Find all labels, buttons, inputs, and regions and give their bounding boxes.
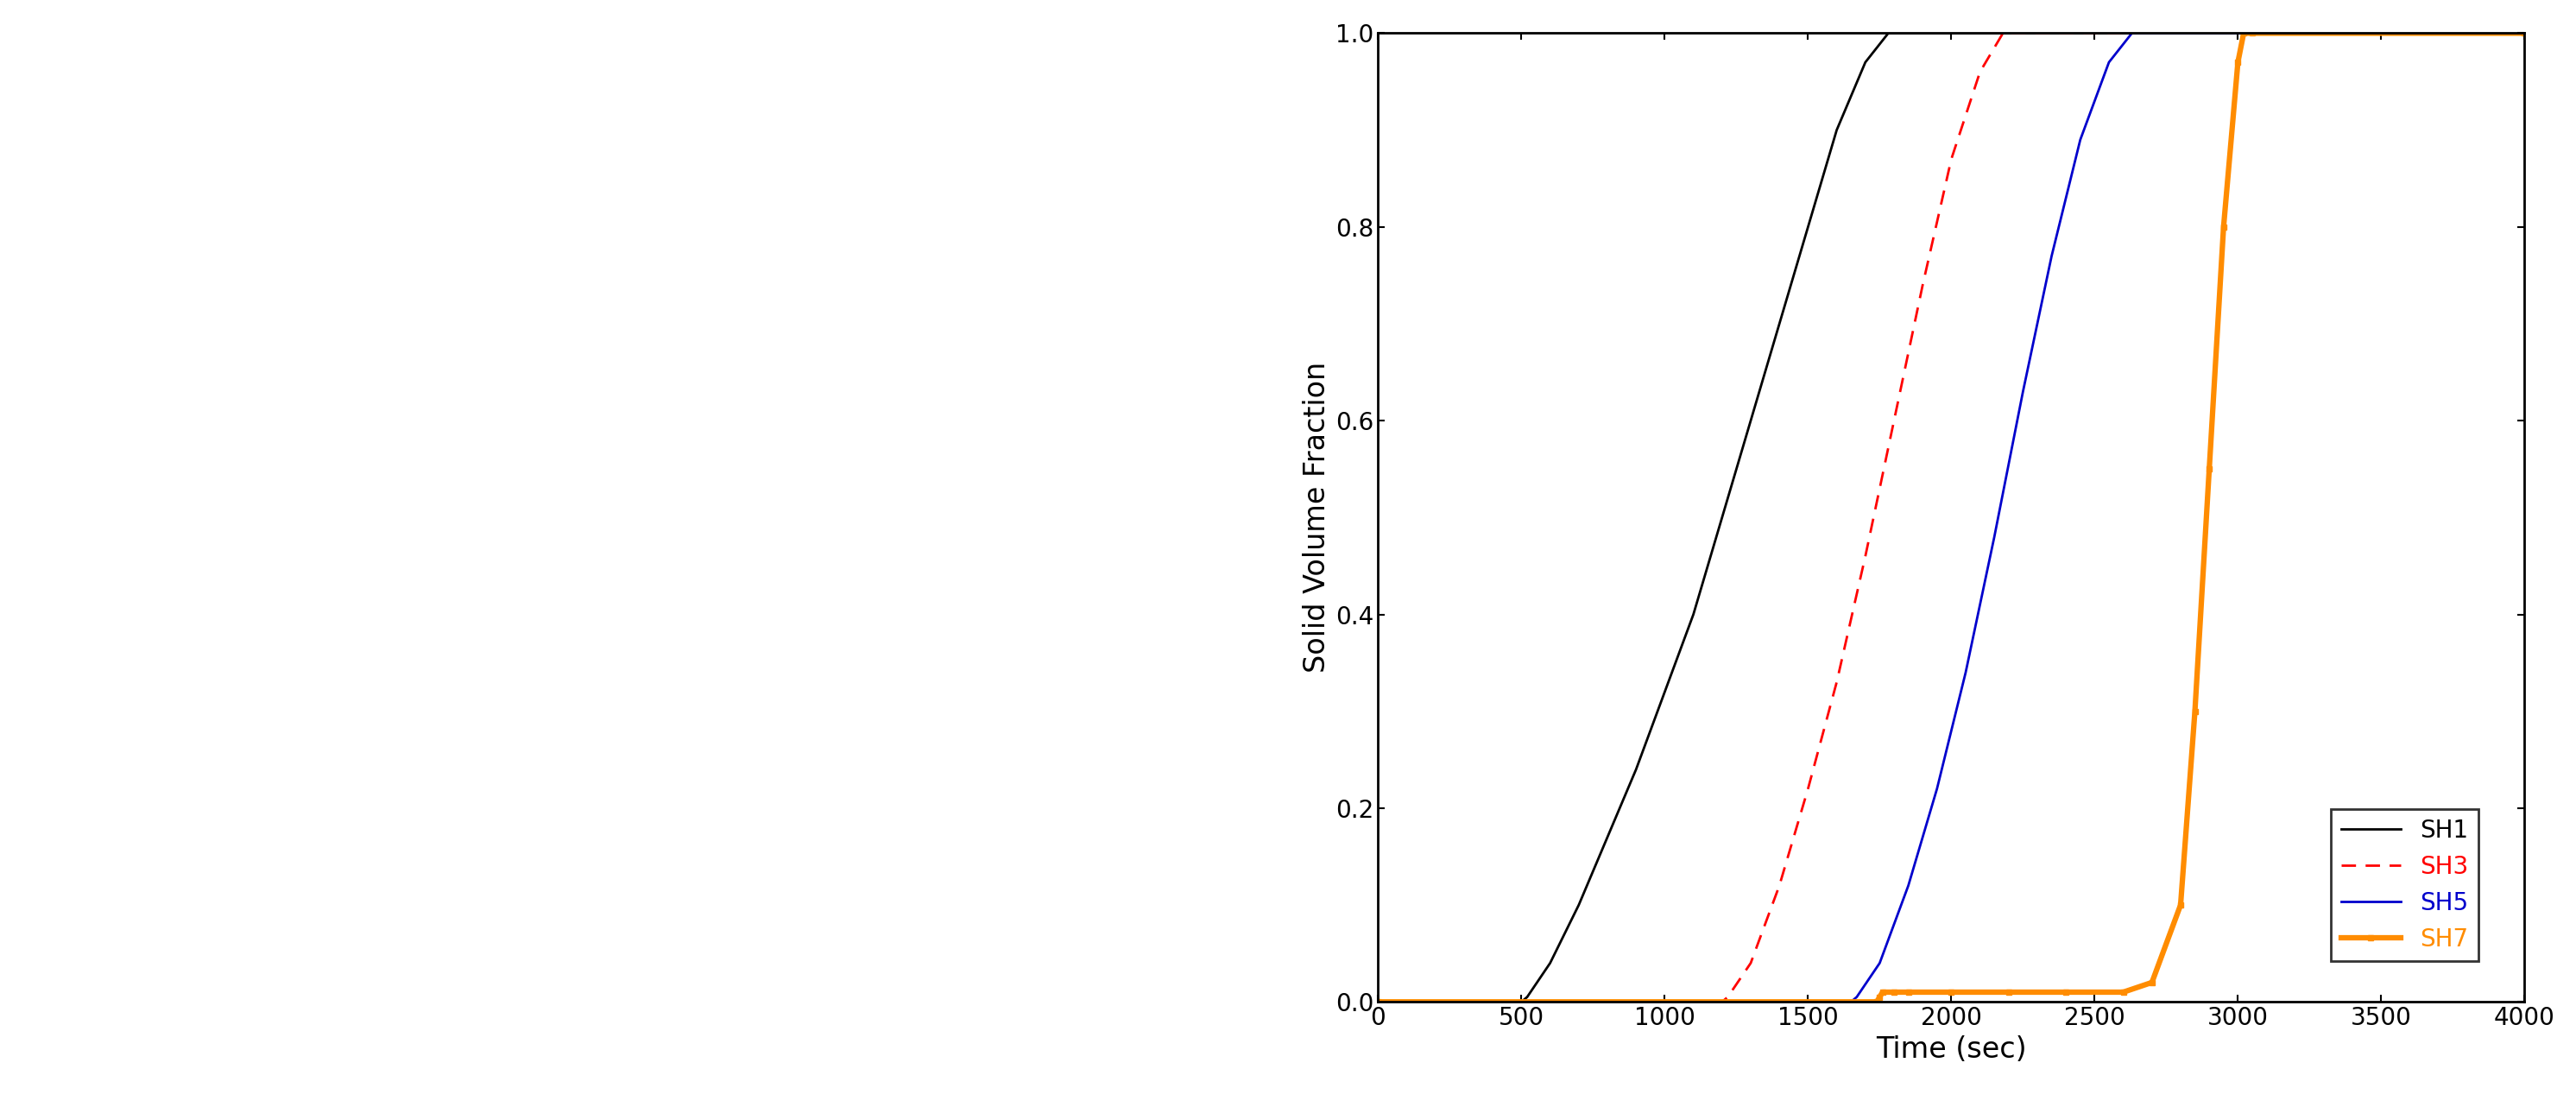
Y-axis label: Solid Volume Fraction: Solid Volume Fraction [1303,362,1332,673]
Legend: SH1, SH3, SH5, SH7: SH1, SH3, SH5, SH7 [2331,809,2478,961]
X-axis label: Time (sec): Time (sec) [1875,1035,2027,1064]
